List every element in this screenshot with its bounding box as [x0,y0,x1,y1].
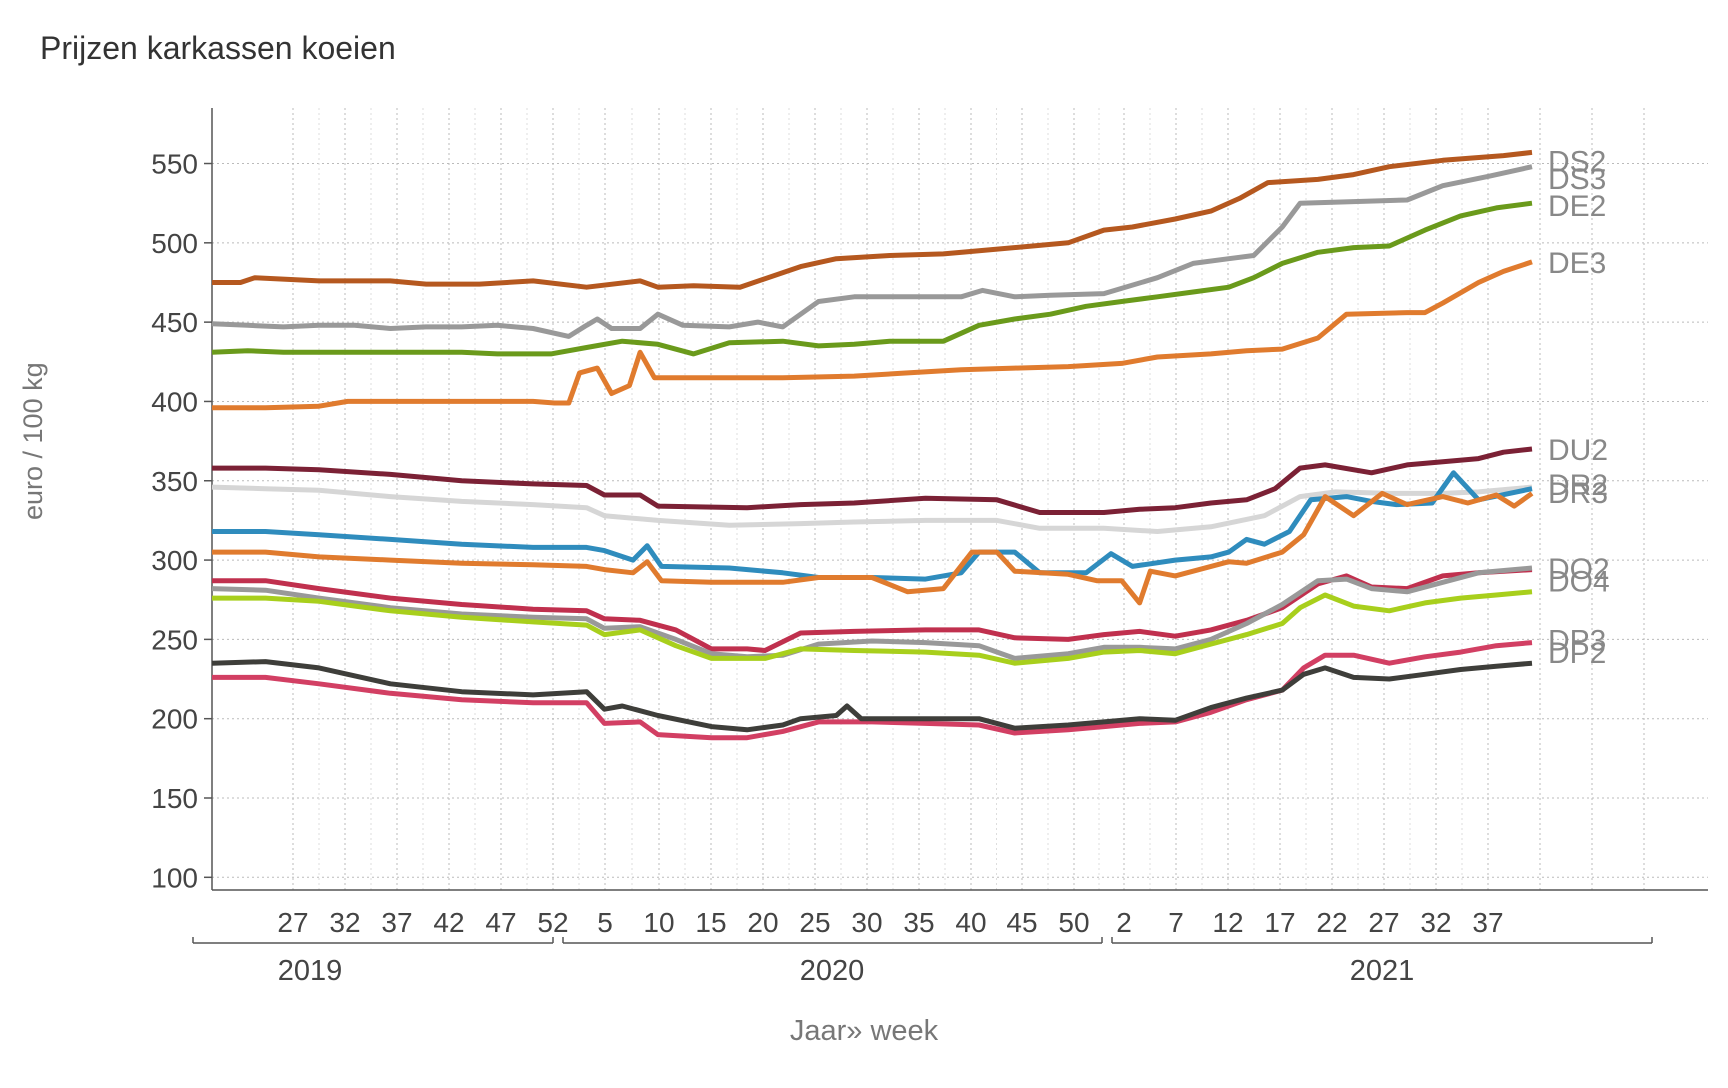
y-tick-label: 300 [151,545,198,576]
series-end-label: DR2 [1548,469,1608,502]
x-tick-label: 5 [597,907,613,938]
series-line [211,200,1533,357]
series-line [212,640,1533,741]
x-tick-label: 25 [799,907,830,938]
year-label: 2019 [278,955,343,987]
series-line [212,589,1533,666]
series-end-label: DO2 [1548,553,1610,586]
x-tick-label: 30 [851,907,882,938]
x-tick-label: 32 [329,907,360,938]
series-end-label: DP2 [1548,637,1606,670]
y-tick-label: 200 [151,704,198,735]
series-lines [211,149,1534,741]
x-tick-label: 17 [1264,907,1295,938]
x-tick-label: 12 [1212,907,1243,938]
y-tick-label: 350 [151,466,198,497]
series-line [212,149,1533,290]
x-tick-label: 50 [1058,907,1089,938]
x-tick-label: 35 [903,907,934,938]
y-tick-label: 550 [151,149,198,180]
y-tick-label: 150 [151,783,198,814]
series-line [211,484,1533,534]
x-tick-label: 52 [537,907,568,938]
series-end-label: DE3 [1548,247,1606,280]
y-tick-label: 100 [151,862,198,893]
series-end-label: DP3 [1548,624,1606,657]
series-end-label: DS2 [1548,145,1606,178]
x-tick-label: 37 [1472,907,1503,938]
x-tick-label: 27 [277,907,308,938]
x-tick-label: 20 [747,907,778,938]
x-tick-label: 2 [1116,907,1132,938]
series-line [212,446,1533,515]
x-tick-label: 15 [695,907,726,938]
x-tick-label: 22 [1316,907,1347,938]
series-end-label: DE2 [1548,190,1606,223]
y-tick-label: 500 [151,228,198,259]
x-axis-label: Jaar» week [789,1015,939,1047]
y-tick-label: 400 [151,386,198,417]
x-tick-label: 40 [955,907,986,938]
series-end-label: DU2 [1548,434,1608,467]
series-end-label: DR3 [1548,477,1608,510]
year-label: 2020 [800,955,865,987]
year-label: 2021 [1350,955,1415,987]
x-tick-label: 7 [1168,907,1184,938]
x-tick-label: 10 [643,907,674,938]
x-tick-label: 32 [1420,907,1451,938]
series-line [212,259,1533,411]
series-line [211,565,1533,661]
series-end-label: DO4 [1548,566,1610,599]
series-line [211,659,1533,733]
series-line [212,470,1533,582]
x-tick-label: 37 [381,907,412,938]
y-tick-label: 250 [151,624,198,655]
series-line [212,490,1534,606]
x-tick-label: 27 [1368,907,1399,938]
y-tick-label: 450 [151,307,198,338]
x-tick-label: 42 [433,907,464,938]
chart-title: Prijzen karkassen koeien [40,30,396,66]
x-tick-label: 47 [485,907,516,938]
series-end-label: DS3 [1548,163,1606,196]
series-line [211,164,1533,339]
x-tick-label: 45 [1006,907,1037,938]
